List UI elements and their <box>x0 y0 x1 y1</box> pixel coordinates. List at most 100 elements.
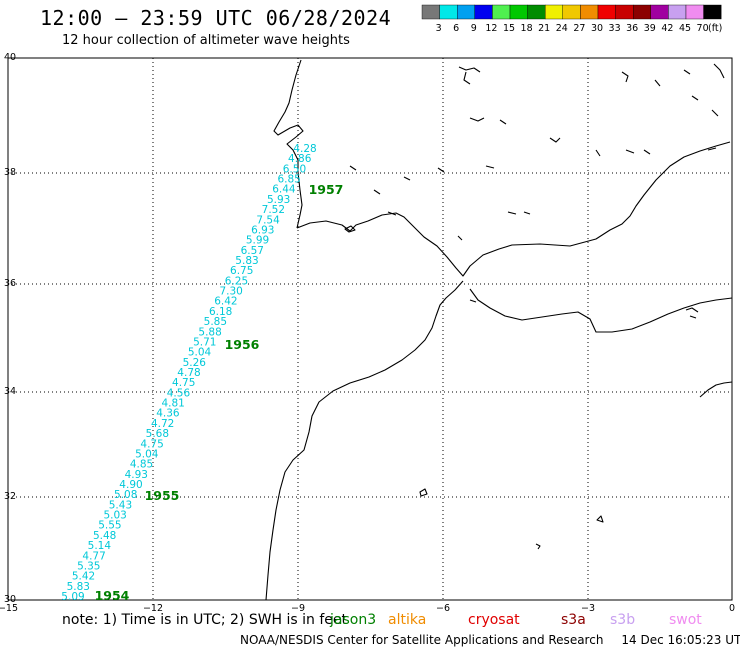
graticule <box>8 58 732 600</box>
legend-swatch <box>597 4 616 20</box>
satellite-key-s3a: s3a <box>561 612 586 628</box>
longitude-tick: −12 <box>143 603 163 614</box>
swh-value: 4.36 <box>156 408 180 420</box>
credit-line: NOAA/NESDIS Center for Satellite Applica… <box>240 633 740 647</box>
satellite-key-jason3: jason3 <box>330 612 377 628</box>
latitude-tick: 32 <box>4 491 16 502</box>
legend-label: 9 <box>471 23 477 34</box>
legend-swatch <box>615 4 634 20</box>
swh-value: 6.18 <box>209 306 232 318</box>
swh-value: 4.77 <box>82 550 105 562</box>
swh-value: 4.86 <box>288 153 312 165</box>
pass-time-labels: 1954 1955 1956 1957 <box>95 182 344 603</box>
legend-label: 70 <box>697 23 709 34</box>
swh-value: 5.09 <box>61 591 84 603</box>
swh-value: 5.04 <box>135 448 159 460</box>
swh-value: 7.52 <box>262 204 285 216</box>
legend-swatch <box>509 4 528 20</box>
swh-value: 6.50 <box>283 163 306 175</box>
swh-value: 5.26 <box>183 357 207 369</box>
swh-value: 5.35 <box>77 560 100 572</box>
swh-value: 5.83 <box>235 255 258 267</box>
swh-value: 5.68 <box>146 428 169 440</box>
legend-label: 21 <box>538 23 550 34</box>
page-title: 12:00 – 23:59 UTC 06/28/2024 <box>40 6 392 30</box>
swh-value: 5.04 <box>188 347 212 359</box>
satellite-key-swot: swot <box>669 612 702 628</box>
legend-label: 24 <box>556 23 568 34</box>
page-subtitle: 12 hour collection of altimeter wave hei… <box>62 33 350 48</box>
swh-value: 6.44 <box>272 184 296 196</box>
legend-swatch <box>527 4 546 20</box>
swh-value: 5.08 <box>114 489 137 501</box>
swh-value: 5.83 <box>67 581 90 593</box>
legend-label: 30 <box>591 23 603 34</box>
wave-height-legend: 3 6 9 12 15 18 21 24 27 30 33 36 39 42 45 70 (ft) <box>421 4 722 34</box>
longitude-tick: −3 <box>581 603 595 614</box>
legend-label: 15 <box>503 23 515 34</box>
pass-time-label: 1957 <box>309 182 344 197</box>
longitude-ticks: −15 −12 −9 −6 −3 0 <box>0 603 735 614</box>
swh-value: 4.93 <box>125 469 148 481</box>
swh-value: 5.14 <box>88 540 112 552</box>
swh-value: 5.48 <box>93 530 116 542</box>
swh-value: 6.25 <box>225 275 248 287</box>
latitude-tick: 38 <box>4 167 16 178</box>
legend-swatch <box>668 4 687 20</box>
legend-label: 12 <box>485 23 497 34</box>
legend-swatch <box>457 4 476 20</box>
swh-value: 6.75 <box>230 265 253 277</box>
longitude-tick: −15 <box>0 603 18 614</box>
swh-value: 5.42 <box>72 571 95 583</box>
pass-time-label: 1955 <box>145 488 180 503</box>
legend-swatch <box>633 4 652 20</box>
credit-text: NOAA/NESDIS Center for Satellite Applica… <box>240 633 604 647</box>
satellite-key-cryosat: cryosat <box>468 612 520 628</box>
swh-value: 4.75 <box>172 377 195 389</box>
swh-value: 4.81 <box>161 398 184 410</box>
latitude-tick: 40 <box>4 52 16 63</box>
swh-value: 6.93 <box>251 224 274 236</box>
legend-swatch <box>685 4 704 20</box>
legend-swatch <box>650 4 669 20</box>
swh-value: 5.43 <box>109 499 132 511</box>
longitude-tick: −6 <box>436 603 450 614</box>
legend-label: 36 <box>626 23 638 34</box>
legend-swatch <box>439 4 458 20</box>
swh-value: 5.55 <box>98 520 121 532</box>
swh-value: 4.56 <box>167 387 191 399</box>
legend-label: 45 <box>679 23 691 34</box>
longitude-tick: −9 <box>291 603 305 614</box>
legend-label: 33 <box>609 23 621 34</box>
latitude-tick: 34 <box>4 386 16 397</box>
swh-value: 5.93 <box>267 194 290 206</box>
legend-unit: (ft) <box>708 23 722 34</box>
swh-value: 7.54 <box>256 214 280 226</box>
swh-value: 5.71 <box>193 336 216 348</box>
legend-label: 3 <box>436 23 442 34</box>
swh-value: 4.72 <box>151 418 174 430</box>
legend-swatch <box>474 4 493 20</box>
swh-value: 4.78 <box>177 367 200 379</box>
legend-swatch <box>545 4 564 20</box>
swh-value: 7.30 <box>219 286 242 298</box>
swh-value: 4.75 <box>140 438 163 450</box>
latitude-tick: 36 <box>4 278 16 289</box>
legend-label: 27 <box>573 23 585 34</box>
legend-swatch <box>562 4 581 20</box>
legend-label: 42 <box>661 23 673 34</box>
swh-value: 6.85 <box>277 174 300 186</box>
legend-swatch <box>703 4 722 20</box>
legend-swatch <box>492 4 511 20</box>
swh-value: 4.28 <box>293 143 316 155</box>
legend-swatch <box>580 4 599 20</box>
latitude-ticks: 40 38 36 34 32 30 <box>4 52 16 605</box>
swh-value: 5.88 <box>198 326 221 338</box>
plot-frame <box>7 57 733 601</box>
coastline <box>265 59 733 601</box>
legend-swatch <box>421 4 440 20</box>
swh-value: 6.57 <box>241 245 264 257</box>
satellite-key-altika: altika <box>388 612 427 628</box>
